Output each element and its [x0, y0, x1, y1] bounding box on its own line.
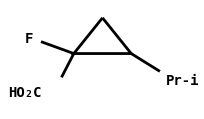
- Text: HO₂C: HO₂C: [8, 86, 41, 100]
- Text: Pr-i: Pr-i: [165, 74, 198, 88]
- Text: F: F: [24, 32, 33, 46]
